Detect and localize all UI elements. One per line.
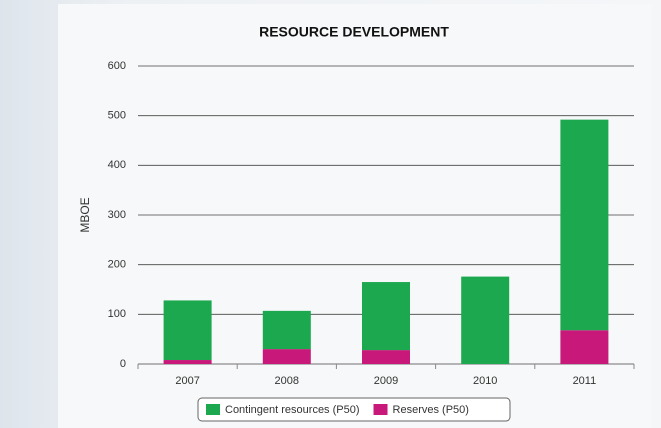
bar-segment [262,349,311,364]
bar-segment [262,310,311,350]
y-tick-label: 400 [108,159,126,171]
chart-title: RESOURCE DEVELOPMENT [259,24,449,40]
x-tick-label: 2009 [374,375,398,387]
panel [58,4,652,428]
y-axis-label: MBOE [78,197,92,232]
legend-box [197,397,511,422]
y-tick-label: 300 [108,209,126,221]
y-tick-label: 200 [108,259,126,271]
bar-segment [560,330,609,364]
bar-segment [362,350,410,364]
bar-segment [560,119,609,331]
legend-swatch [373,404,388,415]
bar-segment [163,300,212,361]
legend-swatch [206,404,220,415]
y-tick-label: 500 [108,110,126,122]
y-tick-label: 600 [108,60,126,72]
y-tick-label: 0 [120,358,126,370]
bar-segment [362,282,410,351]
y-tick-label: 100 [108,308,126,320]
bar-segment [461,276,510,364]
x-tick-label: 2008 [275,375,299,387]
legend-label: Contingent resources (P50) [225,404,360,416]
bar-segment [163,360,212,364]
x-tick-label: 2010 [473,375,497,387]
legend-label: Reserves (P50) [393,404,469,416]
x-tick-label: 2011 [573,375,597,387]
x-tick-label: 2007 [175,375,199,387]
